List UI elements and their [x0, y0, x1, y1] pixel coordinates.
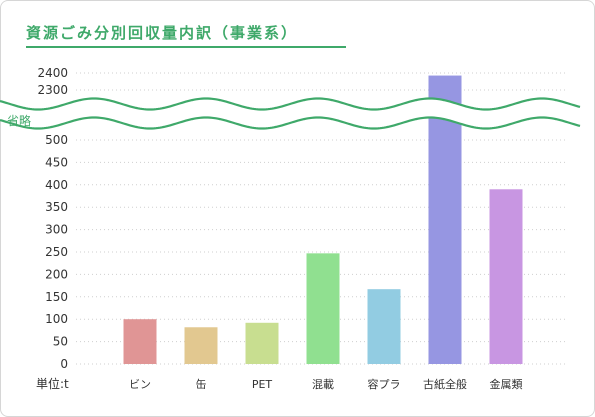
y-tick-label: 100: [45, 312, 68, 326]
axis-break-label: 省略: [7, 113, 31, 128]
unit-label: 単位:t: [36, 376, 69, 391]
bar: [245, 322, 279, 364]
axis-break-wave: [0, 97, 581, 111]
y-tick-label: 200: [45, 267, 68, 281]
y-tick-label: 250: [45, 245, 68, 259]
y-tick-label: 500: [45, 133, 68, 147]
bar: [367, 289, 401, 364]
bar: [428, 75, 462, 365]
x-category-label: PET: [252, 378, 273, 391]
bar: [123, 319, 157, 364]
title-underline: [26, 46, 346, 48]
bar: [184, 327, 218, 364]
y-tick-label: 300: [45, 223, 68, 237]
y-tick-label: 50: [53, 335, 68, 349]
y-tick-label: 2400: [37, 66, 68, 80]
axis-break-band: [0, 98, 580, 129]
x-category-label: 混載: [312, 378, 334, 391]
x-category-label: 金属類: [490, 377, 523, 391]
x-category-label: 缶: [196, 377, 207, 391]
y-tick-label: 150: [45, 290, 68, 304]
x-category-label: 古紙全般: [423, 377, 467, 391]
x-category-label: ビン: [129, 378, 151, 391]
x-category-label: 容プラ: [368, 377, 401, 391]
bar: [306, 253, 340, 364]
y-tick-label: 450: [45, 155, 68, 169]
y-tick-label: 0: [60, 357, 68, 371]
y-tick-label: 350: [45, 200, 68, 214]
chart-title: 資源ごみ分別回収量内訳（事業系）: [26, 24, 299, 42]
y-tick-label: 2300: [37, 83, 68, 97]
bar: [489, 189, 523, 364]
y-tick-label: 400: [45, 178, 68, 192]
axis-break-wave: [0, 116, 581, 130]
